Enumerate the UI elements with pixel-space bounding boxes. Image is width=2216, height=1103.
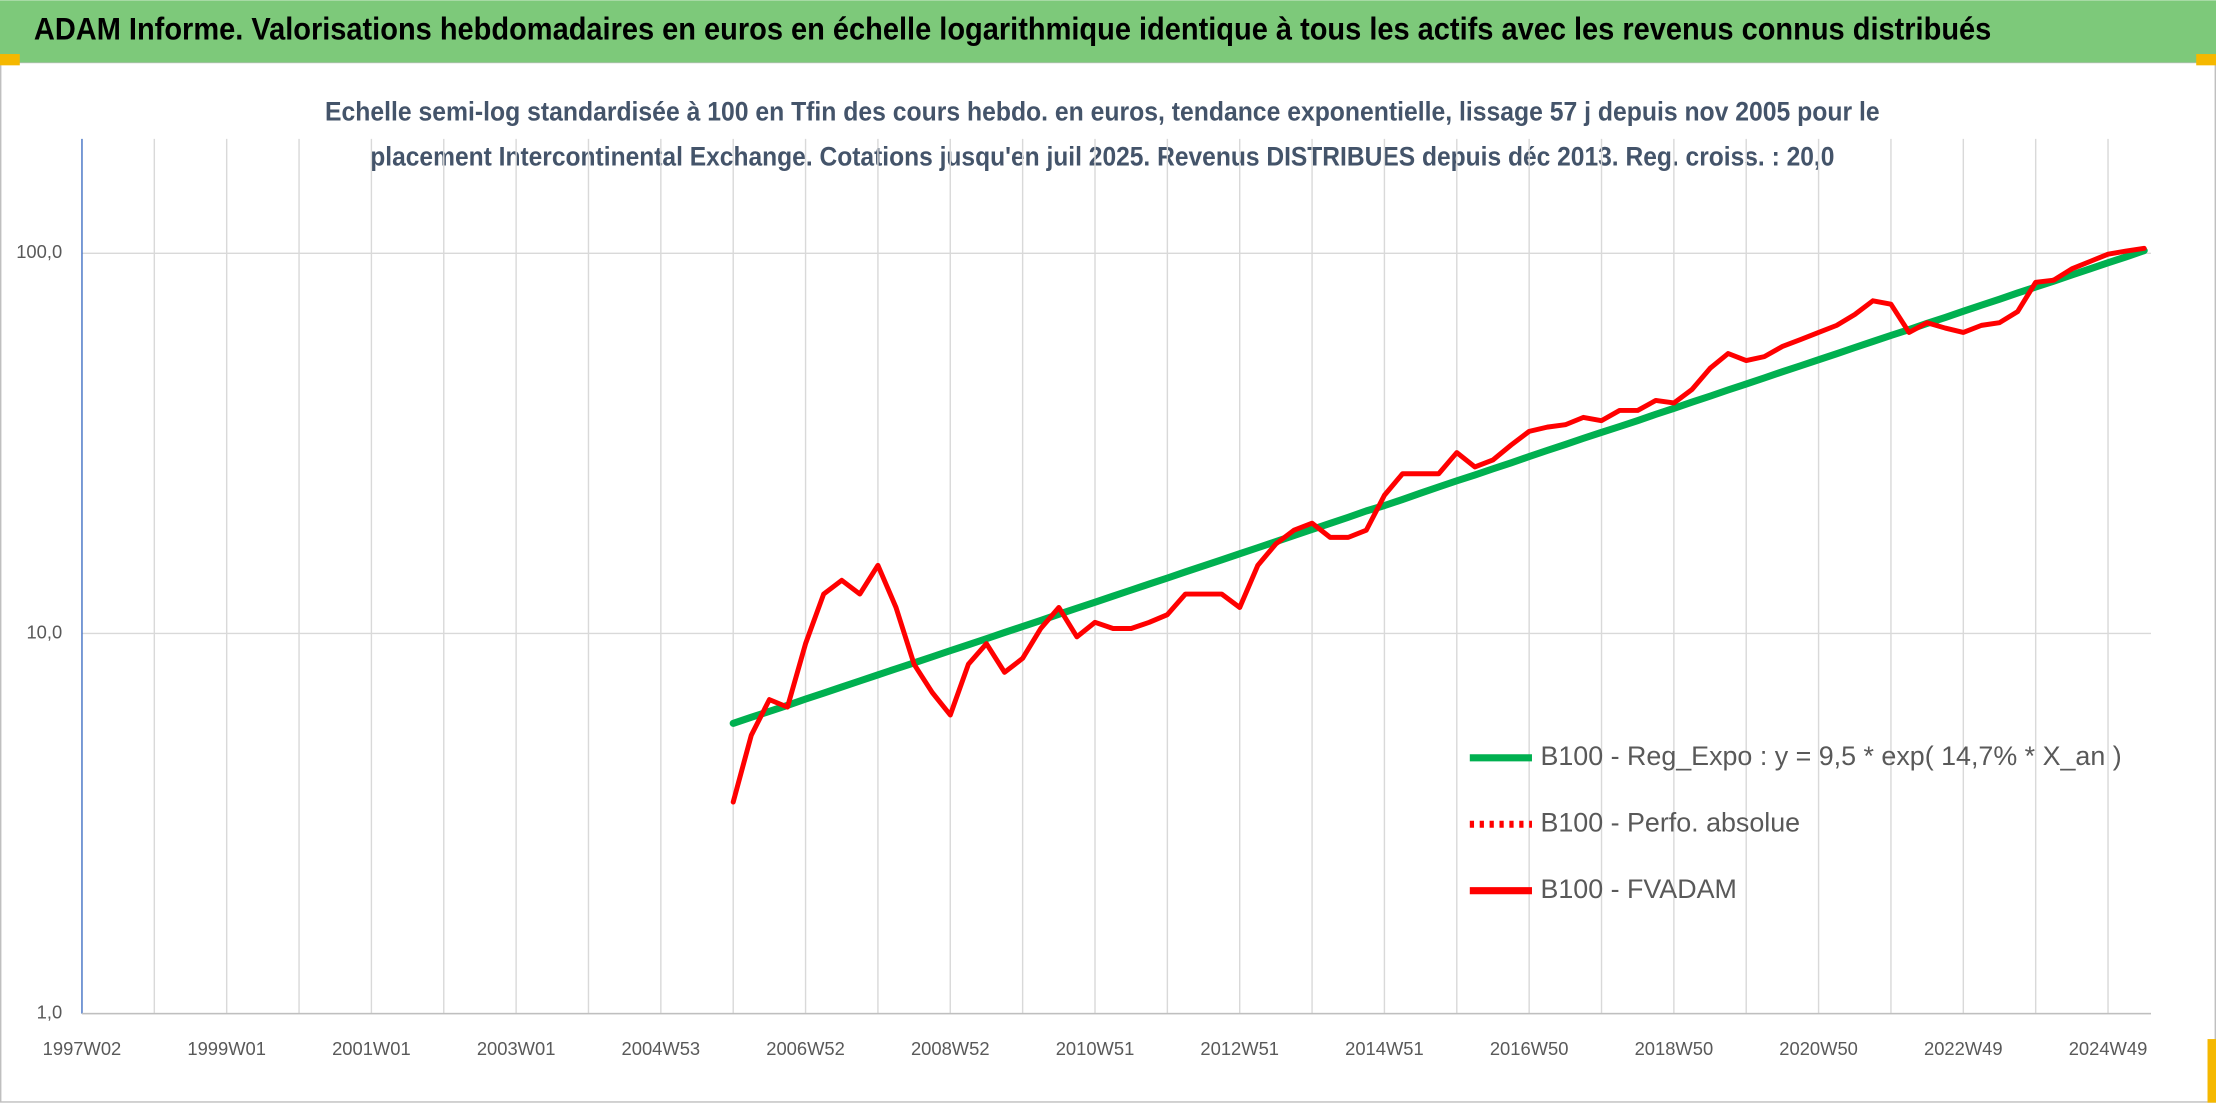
y-tick-label: 100,0	[16, 241, 62, 262]
header-bar	[0, 0, 2216, 63]
plot-area: 1,0 10,0 100,0 1997W02 1999W01 2001W01 2003W01…	[16, 138, 2151, 1059]
y-tick-label: 10,0	[26, 621, 62, 642]
x-tick-label: 2014W51	[1345, 1038, 1424, 1059]
x-tick-label: 2006W52	[766, 1038, 845, 1059]
x-tick-label: 2001W01	[332, 1038, 411, 1059]
x-tick-label: 2024W49	[2069, 1038, 2148, 1059]
corner	[2207, 1039, 2216, 1103]
chart-title: ADAM Informe. Valorisations hebdomadaire…	[34, 12, 1991, 47]
x-tick-label: 2022W49	[1924, 1038, 2003, 1059]
x-tick-label: 2016W50	[1490, 1038, 1569, 1059]
series-line	[730, 245, 2147, 805]
y-tick-label: 1,0	[37, 1001, 63, 1022]
x-tick-label: 2003W01	[477, 1038, 556, 1059]
x-tick-label: 1999W01	[187, 1038, 266, 1059]
x-tick-label: 2020W50	[1779, 1038, 1858, 1059]
x-tick-label: 1997W02	[43, 1038, 122, 1059]
x-tick-label: 2018W50	[1635, 1038, 1714, 1059]
chart-subtitle: placement Intercontinental Exchange. Cot…	[370, 142, 1834, 172]
chart-subtitle: Echelle semi-log standardisée à 100 en T…	[325, 96, 1880, 126]
x-tick-label: 2004W53	[622, 1038, 701, 1059]
legend-label: B100 - FVADAM	[1540, 874, 1736, 904]
x-tick-label: 2008W52	[911, 1038, 990, 1059]
legend-label: B100 - Reg_Expo : y = 9,5 * exp( 14,7% *…	[1540, 741, 2121, 771]
x-tick-label: 2012W51	[1200, 1038, 1279, 1059]
corner	[2196, 54, 2216, 66]
corner	[0, 54, 20, 66]
legend-label: B100 - Perfo. absolue	[1540, 807, 1800, 837]
x-tick-label: 2010W51	[1056, 1038, 1135, 1059]
